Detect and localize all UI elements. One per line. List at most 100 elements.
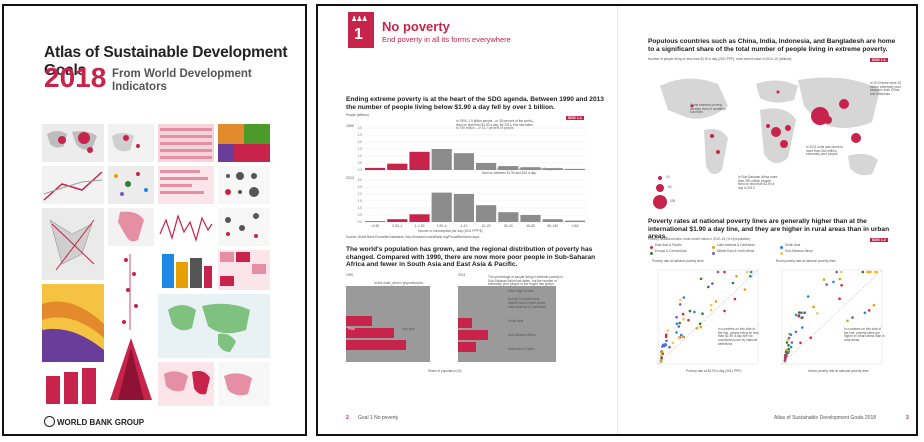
country-point xyxy=(677,336,681,340)
country-point xyxy=(798,311,801,314)
income-bar xyxy=(409,151,430,170)
country-point xyxy=(681,312,685,316)
country-point xyxy=(816,312,819,315)
y-tick-label: 2.5 xyxy=(358,133,363,137)
map-north-america xyxy=(660,78,728,119)
legend-swatch-5 xyxy=(780,252,783,255)
country-point xyxy=(822,278,826,281)
tile-bubble-grid xyxy=(218,166,270,204)
country-point xyxy=(698,322,702,326)
region-label-3: Latin America & Caribbean xyxy=(508,305,546,309)
country-point xyxy=(709,308,713,312)
legend-swatch-0 xyxy=(650,246,653,249)
diagonal-reference-line xyxy=(781,269,883,365)
section3-badge: SDG 1.1 xyxy=(870,58,888,62)
income-bar xyxy=(542,168,563,170)
x-tick-label: 40–80 xyxy=(526,224,535,228)
country-point xyxy=(735,275,738,278)
section1-source: Source: World Bank PovcalNet database. h… xyxy=(346,235,480,239)
poverty-rate-scatterplots xyxy=(657,269,883,365)
country-point xyxy=(794,330,798,334)
tile-stripes-2 xyxy=(158,166,214,204)
country-point xyxy=(664,343,668,347)
country-point xyxy=(797,314,801,317)
legend-bubble-medium xyxy=(656,184,664,192)
tile-stripes xyxy=(158,124,214,162)
goal-subtitle: End poverty in all its forms everywhere xyxy=(382,35,511,44)
bubble-bangladesh xyxy=(824,116,832,124)
region-label-2: Middle East & North Africa xyxy=(508,301,546,305)
country-point xyxy=(784,353,787,357)
x-tick-label: 0.50–1 xyxy=(392,224,402,228)
country-point xyxy=(867,309,871,312)
tile-treemap xyxy=(218,124,270,162)
country-point xyxy=(783,357,787,360)
country-point xyxy=(675,315,678,319)
scatter-left-ylabel: Poverty rate at national poverty lines xyxy=(652,259,704,263)
legend-item-5: Sub-Saharan Africa xyxy=(785,249,813,253)
country-point xyxy=(671,341,675,345)
country-point xyxy=(869,270,873,274)
poor-bar-1990-b xyxy=(346,328,394,338)
map-oceania xyxy=(848,153,878,176)
country-point xyxy=(675,331,678,334)
x-tick-label: 1.90–4 xyxy=(437,224,447,228)
page-gutter xyxy=(617,6,618,434)
income-bar xyxy=(498,166,519,170)
section1-note-top: In 1990, 1.9 billion people—or 35 percen… xyxy=(456,119,535,131)
section1-xlabel: Income or consumption per day (2011 PPP … xyxy=(418,229,483,233)
country-point xyxy=(677,325,681,328)
goal-icon-tile: ♟♟♟ 1 xyxy=(348,12,374,48)
section3-heading: Populous countries such as China, India,… xyxy=(648,38,896,53)
income-bar xyxy=(431,149,452,170)
bubble-latam-2 xyxy=(716,150,720,154)
poor-bar-2013-b xyxy=(458,330,488,340)
legend-item-3: Middle East & North Africa xyxy=(717,249,755,253)
ann-latam: Some extreme poverty persists even in we… xyxy=(690,103,726,115)
poor-bar-1990-a xyxy=(346,316,372,326)
country-point xyxy=(846,319,849,323)
tile-world-map-large xyxy=(158,294,270,358)
section2-year-left: 1990 xyxy=(346,273,354,277)
tile-population-pyramid xyxy=(108,336,154,406)
country-point xyxy=(701,312,704,315)
x-tick-label: >160 xyxy=(571,224,578,228)
country-point xyxy=(832,280,835,284)
country-point xyxy=(865,270,869,274)
legend-swatch-4 xyxy=(780,246,783,249)
section1-heading: Ending extreme poverty is at the heart o… xyxy=(346,96,604,111)
scatter-left-xlabel: Poverty rate at $1.90 a day (2011 PPP) xyxy=(686,369,742,373)
section3-subheading: Number of people living on less than $1.… xyxy=(648,57,792,61)
country-point xyxy=(687,318,690,322)
footer-left-page: 2 xyxy=(346,415,349,421)
country-point xyxy=(682,296,686,299)
ann-china: In 2013 there were 25 million extremely … xyxy=(870,81,902,97)
footer-right-page: 3 xyxy=(906,415,909,421)
tile-sankey xyxy=(42,284,104,362)
tile-bar-blocks xyxy=(42,366,104,406)
section4-subheading: Poverty headcount ratio, most recent val… xyxy=(648,237,751,241)
cover-mosaic xyxy=(42,124,270,406)
income-bar xyxy=(365,221,386,222)
region-label-5: Sub-Saharan Africa xyxy=(508,333,536,337)
country-point xyxy=(678,303,682,306)
country-point xyxy=(863,311,867,315)
section1-ylabel: People (billions) xyxy=(346,113,369,117)
country-point xyxy=(682,317,685,321)
income-bar xyxy=(387,163,408,170)
tile-network-map xyxy=(42,208,104,280)
country-point xyxy=(695,327,699,330)
income-bar xyxy=(387,219,408,222)
region-label-0: Other high income xyxy=(508,289,535,293)
poor-bar-2013-c xyxy=(458,342,476,352)
income-bar xyxy=(498,212,519,222)
country-point xyxy=(800,316,803,320)
section2-xlabel: Share of population (%) xyxy=(428,369,462,373)
extreme-poverty-bubble-map xyxy=(653,77,880,209)
tile-map-pink-2 xyxy=(218,362,270,406)
y-tick-label: 1.0 xyxy=(358,206,363,210)
income-bar xyxy=(365,167,386,170)
section2-year-right: 2013 xyxy=(458,273,466,277)
country-point xyxy=(867,270,871,274)
country-point xyxy=(731,281,735,285)
